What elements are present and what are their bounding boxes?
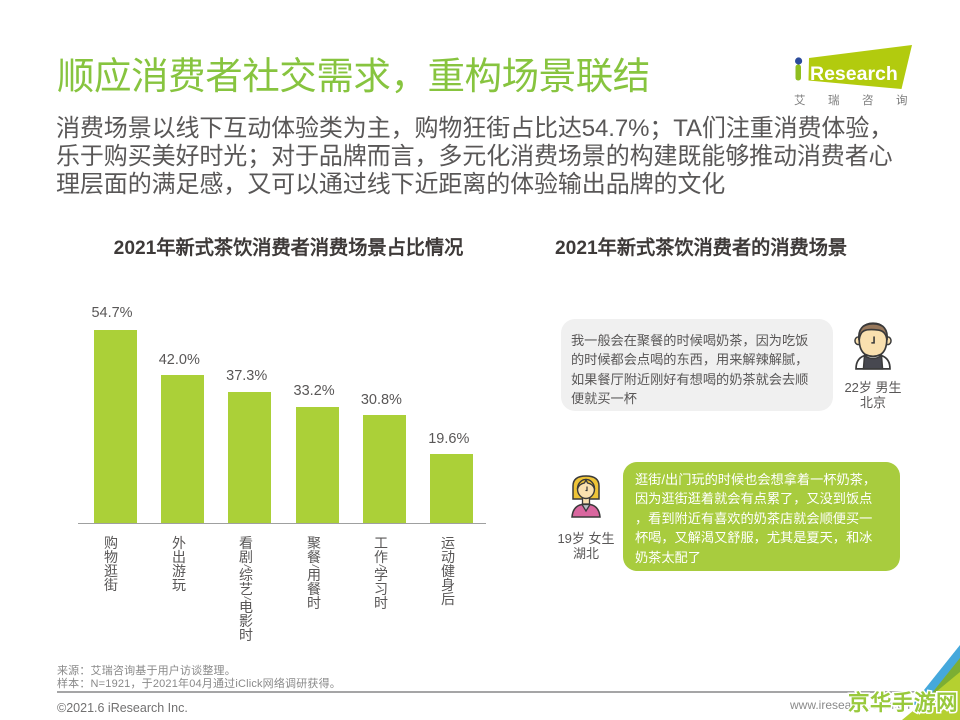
svg-text:Research: Research (810, 63, 898, 85)
svg-text:艾瑞咨询: 艾瑞咨询 (794, 93, 930, 107)
svg-text:京华手游网: 京华手游网 (848, 690, 958, 715)
